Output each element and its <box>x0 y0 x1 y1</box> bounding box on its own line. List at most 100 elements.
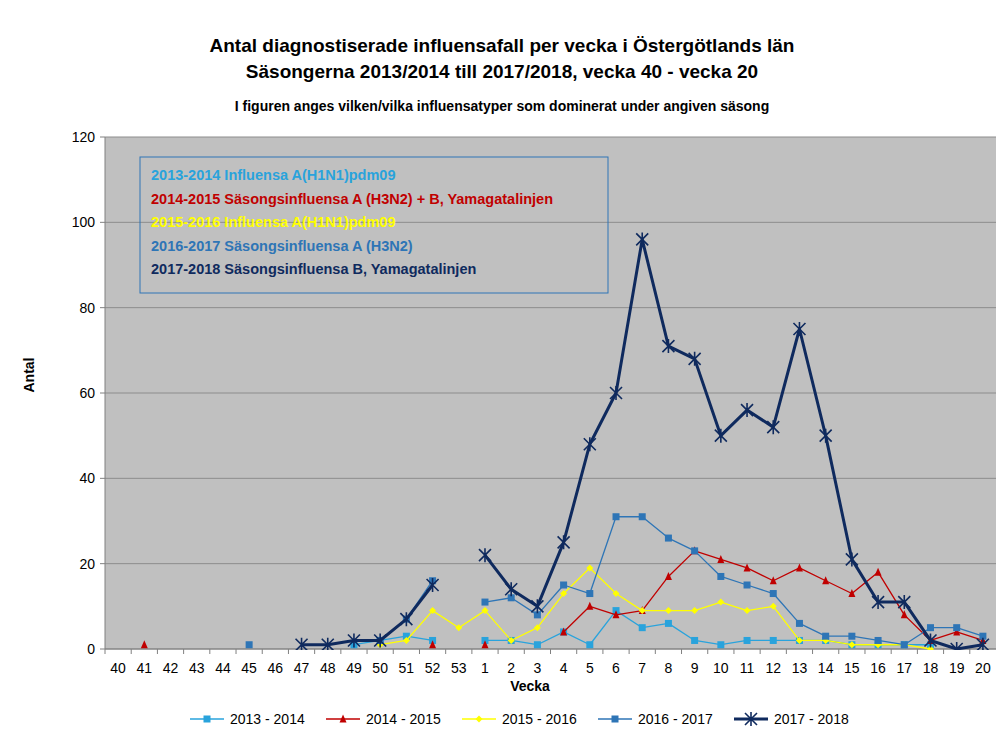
x-tick-label: 11 <box>740 660 755 676</box>
y-tick <box>100 137 105 138</box>
x-tick-label: 48 <box>320 660 336 676</box>
data-point <box>901 641 908 648</box>
y-axis-label: Antal <box>21 358 37 393</box>
x-tick <box>550 649 551 654</box>
x-tick-label: 3 <box>533 660 541 676</box>
x-tick-label: 44 <box>215 660 231 676</box>
data-point <box>639 607 646 614</box>
data-point <box>400 612 412 626</box>
data-point <box>586 564 593 571</box>
data-point <box>558 535 570 549</box>
data-point <box>875 637 882 644</box>
x-tick <box>393 649 394 654</box>
data-point <box>613 610 620 618</box>
legend-label: 2017 - 2018 <box>774 711 849 727</box>
data-point <box>534 624 541 631</box>
data-point <box>901 641 908 648</box>
x-tick-label: 6 <box>612 660 620 676</box>
data-point <box>613 590 620 597</box>
data-point <box>717 573 724 580</box>
data-point <box>586 602 593 610</box>
x-tick-label: 8 <box>665 660 673 676</box>
legend-label: 2014 - 2015 <box>366 711 441 727</box>
legend-marker <box>204 716 211 723</box>
y-tick-label: 20 <box>79 556 95 572</box>
x-tick-label: 45 <box>241 660 257 676</box>
x-tick-label: 53 <box>451 660 467 676</box>
x-tick <box>864 649 865 654</box>
data-point <box>479 548 491 562</box>
data-point <box>848 589 855 597</box>
data-point <box>848 633 855 640</box>
data-point <box>770 637 777 644</box>
data-point <box>374 633 386 647</box>
x-tick <box>209 649 210 654</box>
x-tick <box>602 649 603 654</box>
data-point <box>348 633 360 647</box>
y-tick <box>100 222 105 223</box>
grid-line <box>105 307 996 308</box>
data-point <box>901 641 908 648</box>
data-point <box>744 637 751 644</box>
x-tick <box>629 649 630 654</box>
x-tick <box>655 649 656 654</box>
x-tick <box>760 649 761 654</box>
x-tick-label: 51 <box>399 660 415 676</box>
x-tick-label: 40 <box>110 660 126 676</box>
x-tick <box>288 649 289 654</box>
x-tick <box>157 649 158 654</box>
x-tick-label: 49 <box>346 660 362 676</box>
data-point <box>691 637 698 644</box>
x-tick <box>707 649 708 654</box>
legend: 2013 - 20142014 - 20152015 - 20162016 - … <box>190 711 849 727</box>
x-tick <box>943 649 944 654</box>
x-tick <box>262 649 263 654</box>
data-point <box>613 513 620 520</box>
data-point <box>848 641 855 648</box>
data-point <box>977 638 989 650</box>
x-tick-label: 5 <box>586 660 594 676</box>
subtitle: I figuren anges vilken/vilka influensaty… <box>235 98 769 114</box>
x-tick <box>786 649 787 654</box>
y-tick-label: 60 <box>79 385 95 401</box>
data-point <box>508 637 515 644</box>
x-tick <box>498 649 499 654</box>
x-tick <box>471 649 472 654</box>
y-tick <box>100 649 105 650</box>
x-tick-label: 17 <box>896 660 912 676</box>
x-tick <box>891 649 892 654</box>
x-tick-label: 13 <box>792 660 808 676</box>
legend-marker <box>612 716 619 723</box>
data-point <box>924 633 936 647</box>
y-axis <box>105 137 106 649</box>
data-point <box>796 637 803 644</box>
data-point <box>636 232 648 246</box>
data-point <box>951 642 963 650</box>
y-tick <box>100 307 105 308</box>
series-group <box>141 232 989 650</box>
data-point <box>505 582 517 596</box>
x-tick <box>733 649 734 654</box>
x-tick-label: 52 <box>425 660 441 676</box>
grid-line <box>105 563 996 564</box>
x-tick-label: 16 <box>870 660 886 676</box>
data-point <box>481 599 488 606</box>
x-tick <box>340 649 341 654</box>
x-tick <box>681 649 682 654</box>
data-point <box>770 603 777 610</box>
title: Säsongerna 2013/2014 till 2017/2018, vec… <box>246 61 758 82</box>
data-point <box>846 552 858 566</box>
x-tick <box>576 649 577 654</box>
data-point <box>927 624 934 631</box>
data-point <box>744 607 751 614</box>
data-point <box>429 640 436 648</box>
x-tick-label: 10 <box>713 660 729 676</box>
x-tick-label: 1 <box>481 660 489 676</box>
legend-marker <box>476 716 483 723</box>
data-point <box>848 641 855 648</box>
data-point <box>744 563 751 571</box>
data-point <box>770 590 777 597</box>
y-tick-label: 120 <box>72 129 96 145</box>
data-point <box>691 546 698 554</box>
data-point <box>665 535 672 542</box>
